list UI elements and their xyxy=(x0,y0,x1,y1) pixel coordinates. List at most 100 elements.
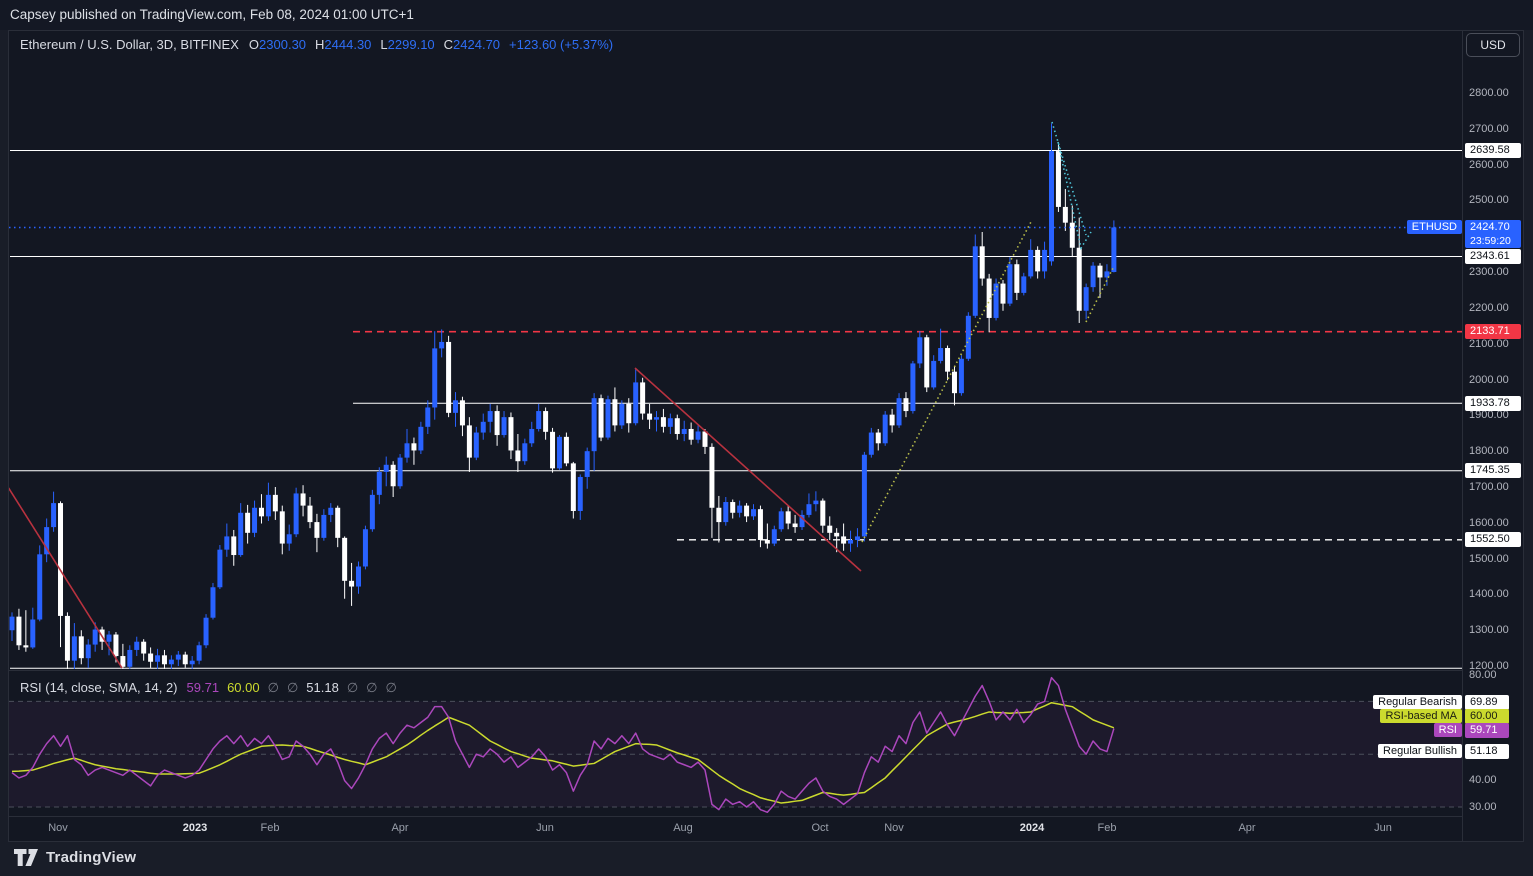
price-pane[interactable] xyxy=(8,121,1462,671)
candle-up xyxy=(1021,276,1027,293)
candle-up xyxy=(882,414,888,444)
candle-up xyxy=(71,636,77,661)
candle-down xyxy=(875,432,881,444)
candle-up xyxy=(51,503,57,528)
candle-down xyxy=(612,399,618,426)
candle-down xyxy=(945,348,951,372)
candle-down xyxy=(113,634,119,657)
candle-up xyxy=(487,411,493,422)
pane-separator-price-rsi[interactable] xyxy=(8,670,1462,671)
candle-up xyxy=(9,616,15,631)
candle-down xyxy=(1055,151,1061,207)
candle-up xyxy=(723,502,729,523)
candle-down xyxy=(688,428,694,440)
candle-up xyxy=(196,645,202,661)
candle-up xyxy=(425,407,431,427)
candle-down xyxy=(820,500,826,526)
rsi-mid-value: 51.18 xyxy=(306,680,339,695)
candle-down xyxy=(16,616,22,646)
wedge-upper-jan-2024[interactable] xyxy=(1051,121,1087,236)
candle-up xyxy=(155,655,161,662)
candle-up xyxy=(404,443,410,458)
candle-down xyxy=(640,382,646,414)
candle-down xyxy=(757,509,763,540)
downtrend-jul-oct-2023[interactable] xyxy=(634,367,862,572)
currency-unit-button[interactable]: USD xyxy=(1466,33,1520,57)
candle-down xyxy=(1035,249,1041,272)
candle-down xyxy=(466,425,472,458)
candle-up xyxy=(681,428,687,434)
candle-up xyxy=(813,500,819,505)
candle-up xyxy=(168,659,174,665)
wedge-lower-jan-2024[interactable] xyxy=(1057,141,1092,251)
tradingview-logo-icon xyxy=(14,849,38,866)
candle-up xyxy=(522,443,528,462)
candle-up xyxy=(958,358,964,394)
symbol-title[interactable]: Ethereum / U.S. Dollar, 3D, BITFINEX xyxy=(20,37,239,52)
candle-down xyxy=(494,411,500,436)
candle-down xyxy=(58,503,64,616)
candle-up xyxy=(938,348,944,361)
ohlc-low-label: L xyxy=(380,37,388,52)
candle-up xyxy=(439,341,445,349)
candle-up xyxy=(30,619,36,648)
candle-up xyxy=(252,507,258,533)
candle-down xyxy=(1076,247,1082,311)
uptrend-feb-2024[interactable] xyxy=(1085,265,1115,323)
symbol-legend[interactable]: Ethereum / U.S. Dollar, 3D, BITFINEX O230… xyxy=(20,37,613,52)
candle-down xyxy=(300,493,306,506)
candle-up xyxy=(771,529,777,544)
candle-up xyxy=(92,629,98,645)
rsi-empty-value-3: ∅ xyxy=(346,680,359,695)
bottom-bar: TradingView xyxy=(0,842,1533,876)
downtrend-nov-2022[interactable] xyxy=(8,487,123,669)
candle-down xyxy=(1069,222,1075,248)
candle-up xyxy=(633,382,639,424)
candle-up xyxy=(799,514,805,528)
rsi-indicator-legend[interactable]: RSI (14, close, SMA, 14, 2) 59.71 60.00 ∅ ∅ 5… xyxy=(20,680,405,696)
candle-down xyxy=(64,615,70,661)
candle-down xyxy=(307,505,313,523)
candle-up xyxy=(972,246,978,316)
candle-down xyxy=(550,431,556,469)
candle-up xyxy=(265,494,271,517)
rsi-pane[interactable] xyxy=(9,676,1462,814)
candle-down xyxy=(660,417,666,427)
rsi-empty-value-1: ∅ xyxy=(267,680,279,695)
candle-down xyxy=(141,641,147,654)
candle-up xyxy=(591,398,597,452)
candle-down xyxy=(709,446,715,508)
candle-up xyxy=(321,514,327,538)
candle-down xyxy=(647,413,653,420)
candle-up xyxy=(106,634,112,642)
candle-up xyxy=(1104,271,1110,278)
candle-up xyxy=(369,494,375,530)
rsi-line[interactable] xyxy=(11,676,1115,814)
candle-up xyxy=(418,426,424,451)
candle-down xyxy=(716,507,722,523)
candle-up xyxy=(605,399,611,438)
candle-down xyxy=(335,507,341,538)
candle-up xyxy=(376,471,382,495)
candle-down xyxy=(148,653,154,662)
rsi-title[interactable]: RSI (14, close, SMA, 14, 2) xyxy=(20,680,178,695)
ohlc-open-value: 2300.30 xyxy=(259,37,307,52)
uptrend-oct-dec-2023[interactable] xyxy=(861,219,1033,543)
candle-up xyxy=(134,641,140,650)
candle-down xyxy=(1097,265,1103,278)
tradingview-logo-text: TradingView xyxy=(46,849,137,866)
rsi-empty-value-2: ∅ xyxy=(286,680,299,695)
candle-down xyxy=(841,536,847,544)
rsi-ma-value: 60.00 xyxy=(227,680,260,695)
candle-down xyxy=(570,463,576,511)
candle-up xyxy=(751,509,757,517)
candle-up xyxy=(965,315,971,359)
candle-down xyxy=(626,403,632,424)
candle-up xyxy=(473,432,479,458)
tradingview-logo[interactable]: TradingView xyxy=(14,849,136,866)
candle-up xyxy=(362,529,368,567)
price-axis-separator xyxy=(1462,30,1463,842)
candle-down xyxy=(120,656,126,667)
candle-up xyxy=(861,454,867,537)
